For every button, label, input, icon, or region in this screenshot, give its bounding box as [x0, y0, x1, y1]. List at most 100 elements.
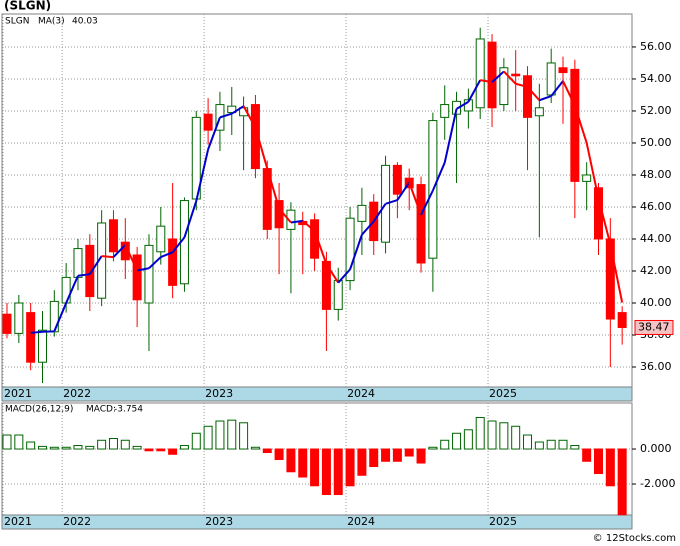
y-tick-label: 48.00: [640, 168, 672, 181]
candle-body: [617, 312, 627, 328]
ma-line: [420, 190, 434, 216]
macd-bar: [144, 448, 154, 452]
macd-bar: [73, 445, 83, 450]
ma-line: [585, 142, 600, 199]
ma-line: [195, 149, 210, 202]
candle-body: [605, 238, 615, 320]
candle-body: [144, 244, 154, 304]
candle-body: [274, 200, 284, 229]
macd-bar: [511, 425, 521, 450]
macd-bar: [120, 439, 130, 450]
candle-body: [85, 244, 95, 298]
ma-line: [550, 80, 564, 97]
macd-bar: [168, 448, 178, 455]
x-tick-label: 2025: [489, 387, 517, 400]
candle-body: [156, 225, 166, 253]
legend-entry: MACD(26,12,9): [5, 405, 73, 415]
macd-bar: [452, 432, 462, 450]
y-tick-label: 54.00: [640, 72, 672, 85]
macd-bar: [61, 446, 71, 450]
candle-body: [120, 241, 130, 261]
macd-bar: [428, 446, 438, 450]
macd-bar: [49, 446, 59, 450]
ma-line: [148, 256, 162, 269]
candle-body: [392, 164, 402, 195]
ma-line: [515, 82, 528, 88]
macd-bar: [274, 448, 284, 461]
macd-bar: [440, 439, 450, 450]
x-tick-label: 2025: [489, 515, 517, 528]
price-panel: [1, 13, 633, 388]
y-tick-label: 0.000: [640, 442, 672, 455]
macd-bar: [108, 438, 118, 450]
macd-bar: [203, 425, 213, 450]
ma-line: [443, 108, 458, 163]
ma-line: [609, 244, 624, 303]
macd-bar: [286, 448, 296, 473]
ma-line: [385, 199, 398, 205]
macd-bar: [215, 420, 225, 450]
macd-bar: [416, 448, 426, 464]
x-tick-label: 2023: [205, 387, 233, 400]
macd-bar: [404, 448, 414, 457]
y-tick-label: 36.00: [640, 360, 672, 373]
macd-bar: [605, 448, 615, 487]
date-strip: [1, 386, 633, 402]
x-tick-label: 2024: [347, 515, 375, 528]
candle-body: [73, 248, 83, 278]
macd-bar: [534, 441, 544, 450]
candle-body: [440, 104, 450, 118]
candle-body: [570, 68, 580, 182]
y-tick-label: 46.00: [640, 200, 672, 213]
macd-bar: [26, 441, 36, 450]
ma-line: [573, 105, 588, 144]
macd-bar: [14, 434, 24, 450]
ma-line: [349, 234, 363, 270]
macd-bar: [582, 448, 592, 462]
ma-line: [597, 198, 612, 245]
y-tick-label: 50.00: [640, 136, 672, 149]
y-tick-label: 44.00: [640, 232, 672, 245]
legend-value: 40.03: [72, 17, 98, 27]
x-tick-label: 2022: [63, 387, 91, 400]
candle-body: [534, 107, 544, 117]
candle-body: [582, 174, 592, 182]
macd-bar: [227, 419, 237, 450]
macd-bar: [333, 448, 343, 496]
ma-line: [101, 255, 114, 259]
ma-line: [124, 244, 139, 271]
candle-body: [523, 75, 533, 118]
macd-bar: [570, 445, 580, 450]
macd-bar: [262, 448, 272, 454]
ma-line: [171, 236, 186, 253]
x-tick-label: 2024: [347, 387, 375, 400]
macd-bar: [392, 448, 402, 462]
ma-line: [361, 220, 375, 236]
candle-body: [26, 312, 36, 363]
ma-line: [242, 105, 257, 128]
ma-line: [325, 263, 340, 284]
macd-bar: [298, 448, 308, 478]
macd-bar: [381, 448, 391, 462]
x-tick-label: 2023: [205, 515, 233, 528]
legend-value: -3.754: [114, 405, 143, 415]
date-strip: [1, 514, 633, 530]
macd-bar: [310, 448, 320, 487]
ma-line: [539, 95, 552, 102]
macd-bar: [499, 422, 509, 450]
ma-line: [480, 79, 493, 84]
macd-bar: [546, 439, 556, 450]
ma-line: [219, 112, 233, 119]
x-tick-label: 2021: [4, 515, 32, 528]
ma-line: [491, 70, 505, 83]
ma-line: [88, 255, 103, 275]
legend-entry: MA(3): [38, 17, 65, 27]
last-price-box: [634, 319, 674, 335]
y-tick-label: 56.00: [640, 40, 672, 53]
macd-bar: [250, 446, 260, 450]
ma-line: [77, 273, 90, 277]
candle-body: [345, 217, 355, 282]
macd-bar: [85, 445, 95, 450]
candle-body: [250, 104, 260, 170]
candle-body: [546, 62, 556, 96]
